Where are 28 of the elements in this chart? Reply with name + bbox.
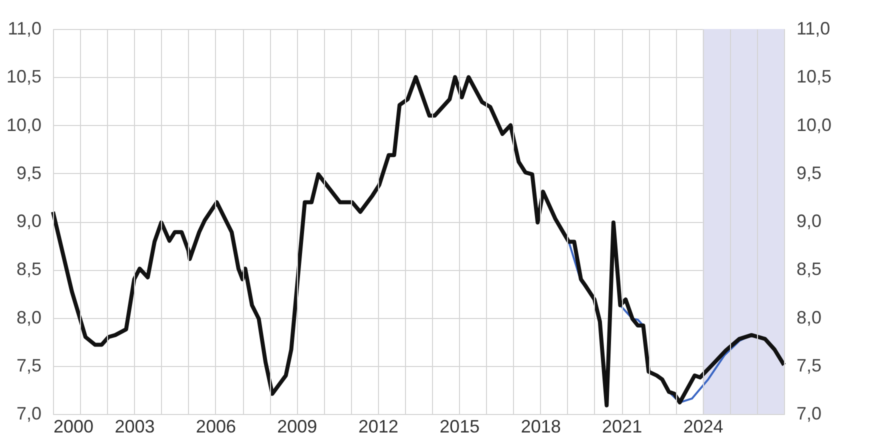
x-tick-label: 2021 <box>602 416 642 436</box>
y-tick-label: 10,0 <box>6 114 42 135</box>
y2-tick-label: 9,0 <box>796 211 822 231</box>
y2-tick-label: 7,0 <box>796 404 822 424</box>
x-tick-label: 2018 <box>520 416 561 436</box>
x-tick-label: 2000 <box>54 416 94 436</box>
y-tick-label: 8,5 <box>16 259 42 280</box>
x-tick-label: 2003 <box>114 416 155 436</box>
y2-tick-label: 8,5 <box>796 259 822 280</box>
x-tick-label: 2015 <box>440 416 480 436</box>
y2-tick-label: 10,5 <box>796 66 832 87</box>
y-tick-label: 8,0 <box>16 307 42 328</box>
y2-tick-label: 8,0 <box>796 307 822 328</box>
y2-tick-label: 10,0 <box>796 114 832 135</box>
x-tick-label: 2009 <box>277 416 318 436</box>
y-tick-label: 7,0 <box>16 404 42 424</box>
y-tick-label: 9,5 <box>16 162 42 183</box>
x-tick-label: 2006 <box>196 416 236 436</box>
y-tick-label: 11,0 <box>8 18 42 38</box>
x-tick-label: 2024 <box>683 416 724 436</box>
y2-tick-label: 11,0 <box>796 18 830 38</box>
x-tick-label: 2012 <box>358 416 398 436</box>
y-tick-label: 7,5 <box>16 355 42 376</box>
y-tick-label: 10,5 <box>6 66 42 87</box>
line-series <box>51 75 786 408</box>
y-tick-label: 9,0 <box>16 211 42 231</box>
y2-tick-label: 9,5 <box>796 162 822 183</box>
y2-tick-label: 7,5 <box>796 355 822 376</box>
